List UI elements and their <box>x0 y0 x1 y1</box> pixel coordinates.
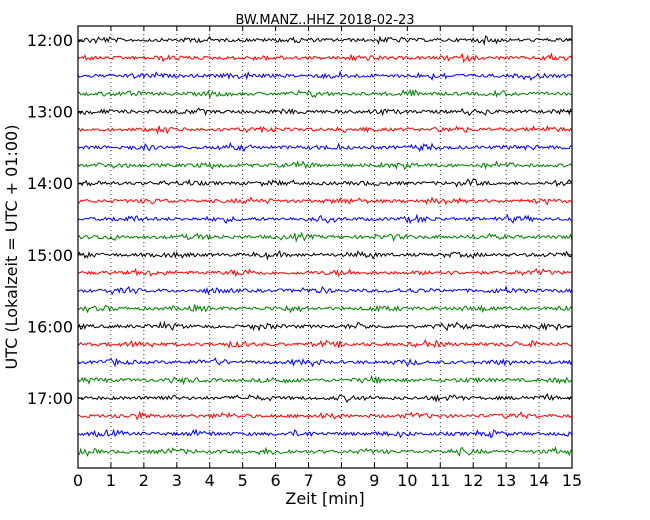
y-axis-label: UTC (Lokalzeit = UTC + 01:00) <box>2 125 21 370</box>
x-tick-label: 3 <box>172 471 182 490</box>
x-tick-label: 2 <box>139 471 149 490</box>
y-tick-label: 16:00 <box>27 317 73 336</box>
x-tick-label: 0 <box>73 471 83 490</box>
seismic-trace <box>77 107 573 117</box>
seismic-trace <box>77 267 573 278</box>
chart-title: BW.MANZ..HHZ 2018-02-23 <box>235 13 414 28</box>
x-axis-label: Zeit [min] <box>285 489 364 508</box>
x-tick-label: 11 <box>430 471 450 490</box>
x-tick-label: 12 <box>463 471 483 490</box>
seismic-trace <box>77 196 573 206</box>
x-tick-label: 13 <box>496 471 516 490</box>
y-tick-label: 15:00 <box>27 246 73 265</box>
seismic-trace <box>77 320 573 332</box>
grid-lines <box>110 26 540 468</box>
seismic-trace <box>77 70 573 82</box>
x-tick-label: 1 <box>106 471 116 490</box>
y-tick-label: 17:00 <box>27 389 73 408</box>
seismic-trace <box>77 159 573 171</box>
seismic-trace <box>77 357 573 368</box>
seismic-trace <box>77 428 573 439</box>
x-tick-label: 14 <box>529 471 549 490</box>
y-tick-label: 13:00 <box>27 103 73 122</box>
plot-area <box>78 26 572 468</box>
seismic-trace <box>77 374 573 386</box>
seismic-trace <box>77 124 573 135</box>
seismic-trace <box>77 284 573 296</box>
seismic-trace <box>77 392 573 404</box>
seismic-trace <box>77 35 573 46</box>
seismic-trace <box>77 446 573 457</box>
seismic-trace <box>77 141 573 153</box>
y-tick-label: 14:00 <box>27 174 73 193</box>
seismic-trace <box>77 339 573 350</box>
x-tick-label: 4 <box>205 471 215 490</box>
seismic-trace <box>77 250 573 261</box>
seismic-trace <box>77 231 573 243</box>
x-tick-label: 7 <box>303 471 313 490</box>
seismic-trace <box>77 304 573 314</box>
x-tick-label: 15 <box>562 471 582 490</box>
y-tick-label: 12:00 <box>27 31 73 50</box>
plot-frame <box>77 25 573 469</box>
y-axis-ticks: 12:00 13:00 14:00 15:00 16:00 17:00 <box>27 31 572 408</box>
seismic-trace <box>77 213 573 225</box>
x-tick-label: 5 <box>238 471 248 490</box>
x-tick-label: 6 <box>271 471 281 490</box>
x-tick-label: 9 <box>369 471 379 490</box>
x-tick-label: 10 <box>397 471 417 490</box>
x-axis-ticks: 0 1 2 3 4 5 6 7 8 9 10 11 12 13 14 15 <box>73 26 582 490</box>
seismic-trace <box>77 178 573 188</box>
seismic-trace <box>77 410 573 421</box>
seismic-trace <box>77 52 573 64</box>
x-tick-label: 8 <box>336 471 346 490</box>
seismic-trace <box>77 88 573 99</box>
seismic-traces <box>77 35 573 457</box>
